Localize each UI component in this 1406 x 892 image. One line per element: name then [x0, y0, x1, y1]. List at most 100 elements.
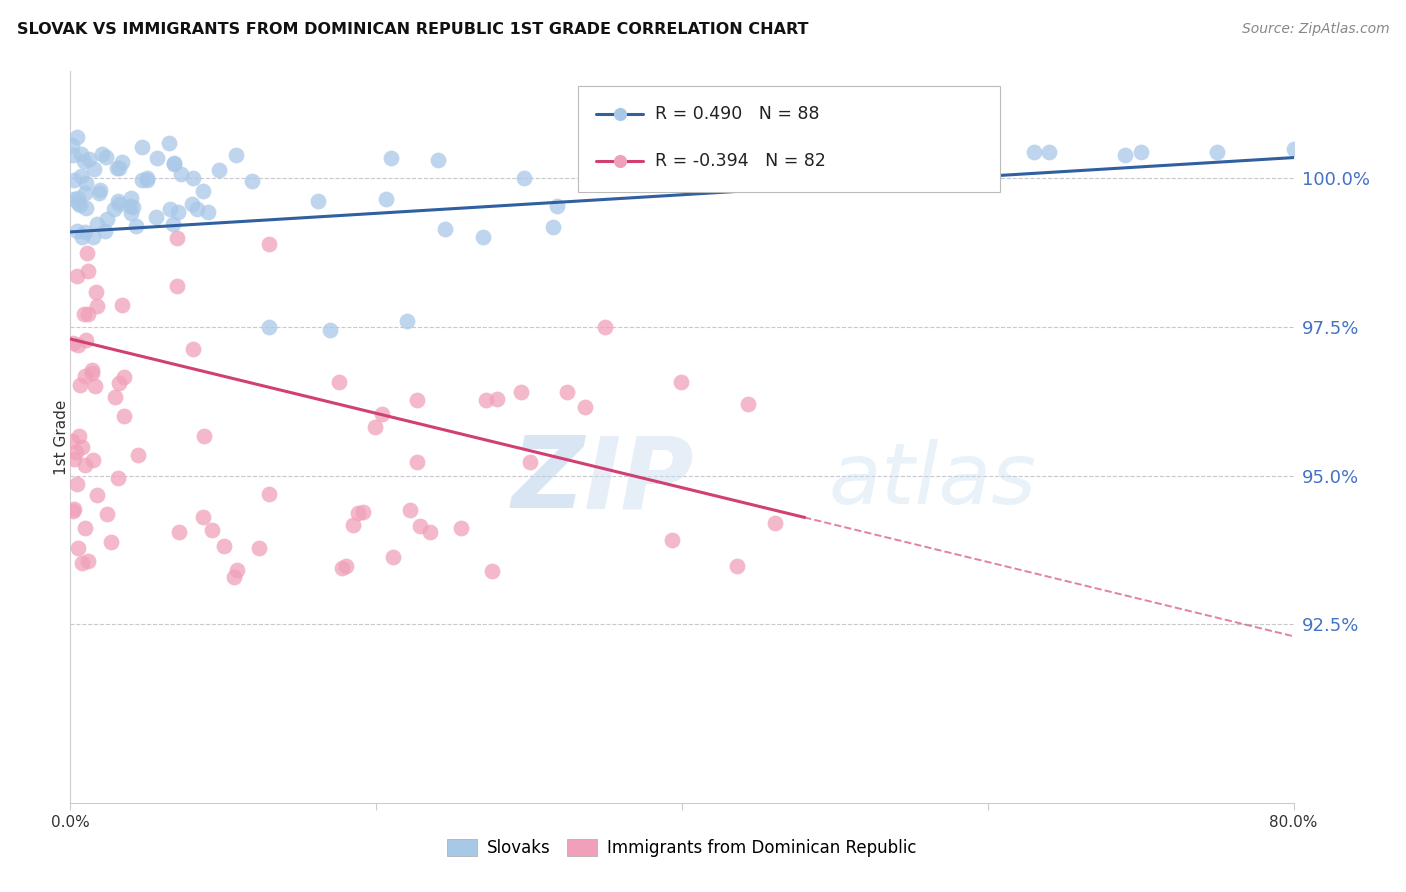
Point [105, 161, 128, 175]
Point [82, 229, 104, 244]
Point [541, 219, 564, 234]
Point [107, 471, 129, 485]
Point [86, 217, 108, 231]
Point [419, 525, 441, 540]
Point [120, 191, 142, 205]
Point [62, 148, 84, 162]
Point [408, 519, 430, 533]
Point [96, 508, 118, 522]
Point [66, 269, 89, 284]
Point [70, 229, 93, 244]
Point [62, 502, 84, 516]
Point [519, 455, 541, 469]
Point [257, 487, 280, 501]
Point [486, 392, 509, 406]
Point [159, 202, 181, 216]
Point [546, 199, 568, 213]
Point [110, 298, 132, 312]
Point [375, 192, 398, 206]
Point [201, 523, 224, 537]
Point [427, 153, 450, 168]
Point [257, 320, 280, 334]
Point [73, 154, 96, 169]
Point [112, 369, 135, 384]
Point [1114, 147, 1136, 161]
Point [67, 196, 90, 211]
Y-axis label: 1st Grade: 1st Grade [55, 400, 69, 475]
Point [75, 176, 97, 190]
Point [181, 170, 204, 185]
Point [86, 488, 108, 502]
Point [104, 390, 127, 404]
Point [931, 147, 953, 161]
Point [125, 219, 148, 233]
Point [75, 201, 97, 215]
Point [593, 176, 616, 190]
Point [1038, 145, 1060, 159]
Point [669, 375, 692, 389]
Point [83, 161, 105, 176]
Point [96, 212, 118, 227]
Point [80, 363, 103, 377]
Point [257, 236, 280, 251]
Text: SLOVAK VS IMMIGRANTS FROM DOMINICAN REPUBLIC 1ST GRADE CORRELATION CHART: SLOVAK VS IMMIGRANTS FROM DOMINICAN REPU… [17, 22, 808, 37]
Point [191, 184, 214, 198]
Point [73, 458, 96, 473]
Point [77, 264, 100, 278]
Point [70, 169, 93, 184]
Point [75, 225, 97, 239]
Point [89, 184, 111, 198]
Point [60, 434, 83, 449]
Point [186, 202, 208, 216]
Point [157, 136, 180, 150]
Point [108, 161, 131, 175]
Point [60, 137, 83, 152]
Text: Z: Z [512, 433, 583, 530]
Point [166, 279, 188, 293]
Point [107, 194, 129, 209]
Point [70, 147, 93, 161]
Point [342, 518, 364, 533]
Point [65, 224, 87, 238]
Point [510, 384, 533, 399]
Point [167, 205, 190, 219]
Point [94, 150, 117, 164]
Text: R = -0.394   N = 82: R = -0.394 N = 82 [655, 153, 825, 170]
Point [193, 509, 215, 524]
Text: atlas: atlas [828, 440, 1036, 523]
Point [66, 477, 89, 491]
Point [163, 157, 186, 171]
Point [62, 336, 84, 351]
Point [100, 535, 122, 549]
Point [69, 377, 91, 392]
Point [107, 197, 129, 211]
Point [208, 163, 231, 178]
Point [73, 186, 96, 200]
Point [763, 516, 786, 531]
Point [512, 171, 534, 186]
Point [163, 155, 186, 169]
Text: IP: IP [583, 433, 695, 530]
Point [67, 191, 90, 205]
Point [395, 314, 418, 328]
Point [122, 200, 145, 214]
Point [363, 420, 385, 434]
Point [108, 376, 131, 390]
Point [72, 556, 94, 570]
Point [170, 167, 193, 181]
Point [77, 152, 100, 166]
Point [82, 453, 104, 467]
Point [90, 147, 112, 161]
Point [146, 151, 169, 165]
Point [352, 506, 374, 520]
Point [574, 400, 596, 414]
Point [131, 173, 153, 187]
Point [73, 369, 96, 384]
Point [661, 533, 683, 547]
Point [66, 130, 89, 145]
Point [167, 524, 190, 539]
FancyBboxPatch shape [578, 86, 1000, 192]
Point [94, 224, 117, 238]
Point [193, 429, 215, 443]
Point [433, 221, 456, 235]
